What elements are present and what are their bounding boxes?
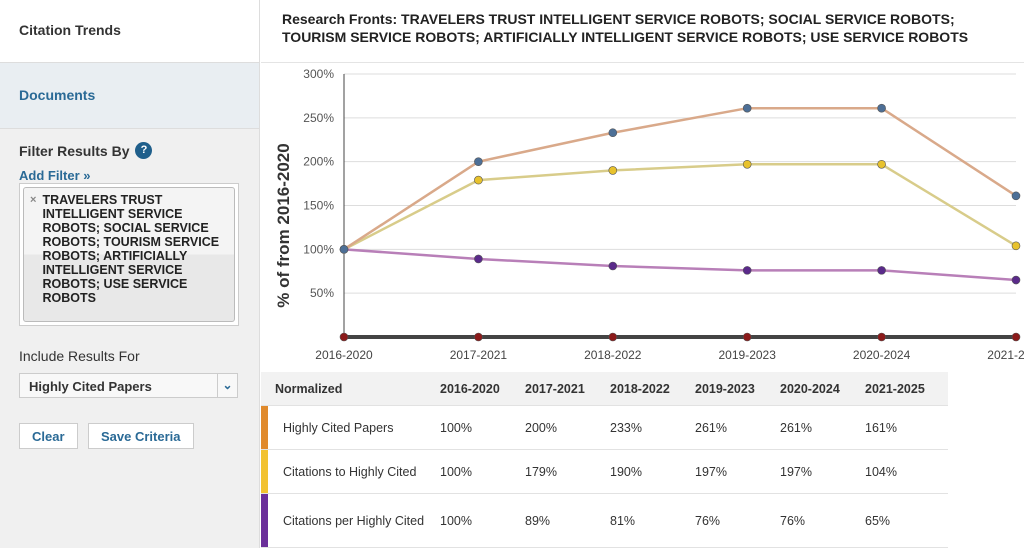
filter-chip: × TRAVELERS TRUST INTELLIGENT SERVICE ROB…	[23, 187, 235, 322]
column-header: 2019-2023	[695, 381, 755, 396]
table-row: Citations per Highly Cited 100% 89% 81% 76% 7…	[261, 494, 948, 548]
clear-button[interactable]: Clear	[19, 423, 78, 449]
filter-heading-text: Filter Results By	[19, 142, 130, 159]
y-tick-label: 250%	[303, 111, 334, 125]
data-point	[474, 332, 483, 342]
series-color-bar	[261, 494, 268, 547]
data-point	[877, 159, 886, 169]
column-header: 2020-2024	[780, 381, 840, 396]
data-point	[339, 245, 349, 254]
row-label: Highly Cited Papers	[283, 420, 394, 435]
table-cell: 200%	[525, 420, 557, 435]
y-axis-label: % of from 2016-2020	[274, 143, 293, 307]
series-line	[343, 163, 1017, 251]
table-row: Highly Cited Papers 100% 200% 233% 261% 261% 1…	[261, 406, 948, 450]
chevron-down-icon[interactable]: ⌄	[217, 374, 237, 397]
table-cell: 100%	[440, 464, 472, 479]
y-tick-label: 100%	[303, 242, 334, 256]
table-row: Citations to Highly Cited 100% 179% 190% 197…	[261, 450, 948, 494]
series-color-bar	[261, 450, 268, 493]
table-cell: 233%	[610, 420, 642, 435]
table-cell: 65%	[865, 513, 891, 528]
data-point	[742, 159, 752, 169]
data-point	[474, 157, 483, 166]
add-filter-link[interactable]: Add Filter »	[19, 168, 91, 183]
series-line	[343, 106, 1017, 251]
table-cell: 261%	[695, 420, 727, 435]
data-point	[1011, 332, 1021, 342]
row-label: Citations per Highly Cited	[283, 513, 425, 528]
include-heading: Include Results For	[19, 348, 140, 364]
table-cell: 89%	[525, 513, 551, 528]
table-cell: 197%	[695, 464, 727, 479]
column-header: 2018-2022	[610, 381, 670, 396]
row-label: Citations to Highly Cited	[283, 464, 417, 479]
y-tick-label: 150%	[303, 199, 334, 213]
save-criteria-button[interactable]: Save Criteria	[88, 423, 194, 449]
data-point	[742, 103, 752, 113]
column-header: 2017-2021	[525, 381, 585, 396]
x-tick-label: 2017-2021	[450, 348, 508, 362]
filter-heading: Filter Results By?	[19, 142, 153, 159]
data-point	[877, 332, 886, 342]
table-cell: 190%	[610, 464, 642, 479]
data-point	[608, 332, 618, 342]
data-point	[742, 332, 752, 342]
y-tick-label: 200%	[303, 155, 334, 169]
table-cell: 261%	[780, 420, 812, 435]
data-point	[474, 175, 483, 185]
data-point	[877, 266, 886, 275]
table-cell: 104%	[865, 464, 897, 479]
help-icon[interactable]: ?	[135, 142, 153, 159]
data-point	[474, 254, 483, 264]
data-point	[608, 261, 618, 271]
include-select[interactable]: Highly Cited Papers ⌄	[19, 373, 238, 398]
x-tick-label: 2020-2024	[853, 348, 911, 362]
y-tick-label: 300%	[303, 67, 334, 81]
data-point	[608, 166, 618, 175]
data-point	[877, 103, 886, 113]
divider	[261, 62, 1024, 63]
x-tick-label: 2016-2020	[315, 348, 373, 362]
x-tick-label: 2019-2023	[719, 348, 777, 362]
table-cell: 179%	[525, 464, 557, 479]
line-chart: 300% 250% 200% 150% 100% 50% 2016-2020 2017-202…	[274, 67, 1024, 362]
series-line	[343, 248, 1017, 282]
data-point	[1011, 191, 1021, 201]
y-tick-label: 50%	[310, 286, 334, 300]
table-cell: 161%	[865, 420, 897, 435]
data-point	[1011, 275, 1021, 285]
data-point	[608, 128, 618, 138]
x-tick-label: 2021-2025	[987, 348, 1024, 362]
series-color-bar	[261, 406, 268, 449]
data-point	[1011, 241, 1021, 251]
column-header: Normalized	[275, 381, 343, 396]
filter-value: TRAVELERS TRUST INTELLIGENT SERVICE ROBO…	[42, 193, 220, 305]
table-cell: 81%	[610, 513, 636, 528]
column-header: 2021-2025	[865, 381, 925, 396]
sidebar: Citation Trends Documents Filter Results…	[0, 0, 260, 548]
column-header: 2016-2020	[440, 381, 500, 396]
table-cell: 100%	[440, 513, 472, 528]
documents-tab[interactable]: Documents	[0, 63, 259, 129]
table-cell: 76%	[780, 513, 806, 528]
remove-filter-icon[interactable]: ×	[30, 194, 37, 206]
citation-trends-tab[interactable]: Citation Trends	[0, 0, 259, 63]
include-select-value: Highly Cited Papers	[29, 379, 152, 394]
page-title: Research Fronts: TRAVELERS TRUST INTELLI…	[282, 11, 969, 45]
x-tick-label: 2018-2022	[584, 348, 642, 362]
table-cell: 197%	[780, 464, 812, 479]
data-table: Normalized 2016-2020 2017-2021 2018-2022…	[261, 372, 948, 548]
filter-box: × TRAVELERS TRUST INTELLIGENT SERVICE ROB…	[19, 183, 239, 326]
table-cell: 100%	[440, 420, 472, 435]
table-cell: 76%	[695, 513, 721, 528]
data-point	[742, 266, 752, 275]
table-header: Normalized 2016-2020 2017-2021 2018-2022…	[261, 372, 948, 406]
data-point	[339, 332, 349, 342]
